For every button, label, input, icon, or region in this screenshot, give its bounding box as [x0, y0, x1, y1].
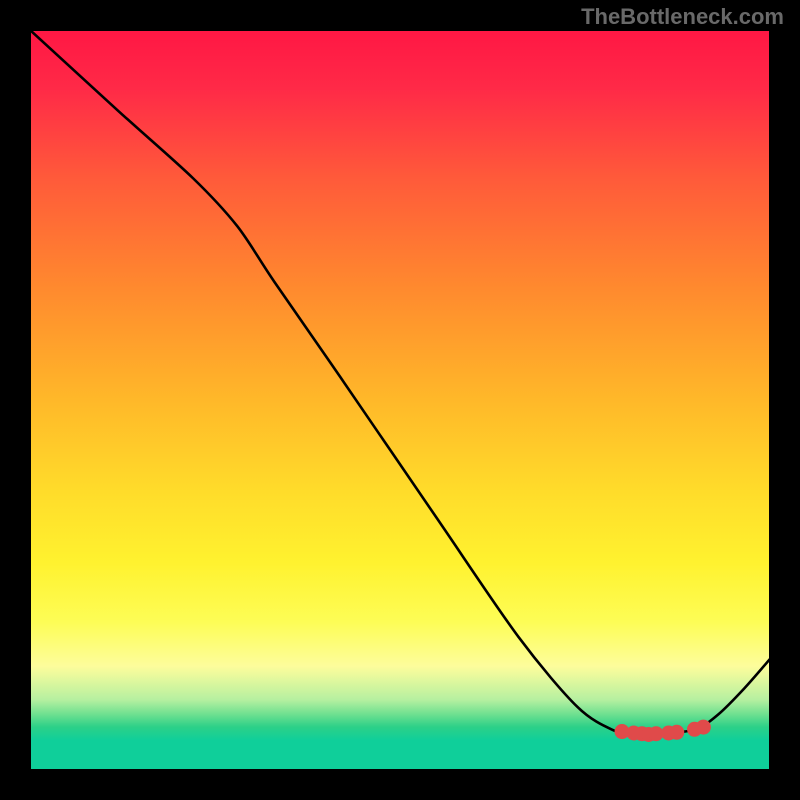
- chart-svg: [30, 30, 770, 770]
- chart-container: TheBottleneck.com: [0, 0, 800, 800]
- watermark-text: TheBottleneck.com: [581, 4, 784, 30]
- data-marker: [696, 720, 711, 735]
- gradient-background: [30, 30, 770, 770]
- plot-area: [30, 30, 770, 770]
- data-marker: [669, 725, 684, 740]
